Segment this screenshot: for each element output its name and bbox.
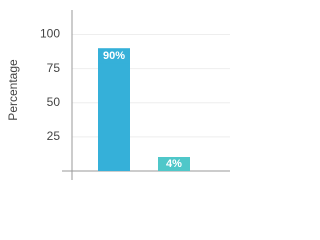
y-tick-label: 75 [47, 61, 61, 75]
y-tick-label: 25 [47, 129, 61, 143]
chart: Percentage 25 50 75 100 90% 4% [6, 10, 230, 180]
y-tick-label: 50 [47, 95, 61, 109]
value-label: 90% [103, 50, 125, 62]
y-axis-label: Percentage [6, 59, 20, 121]
bar [98, 48, 130, 172]
y-tick-label: 100 [40, 27, 60, 41]
value-label-bg [98, 49, 130, 64]
value-label: 4% [166, 158, 182, 170]
value-label-bg [158, 157, 190, 171]
